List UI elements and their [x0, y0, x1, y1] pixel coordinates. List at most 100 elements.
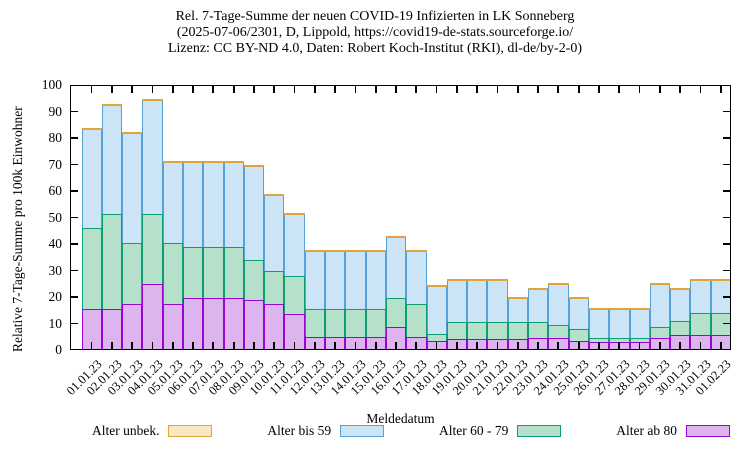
x-tick-mark [476, 85, 479, 93]
y-tick-mark [70, 243, 78, 245]
y-tick-label: 40 [48, 236, 63, 251]
y-tick-mark [70, 216, 78, 219]
x-tick-mark [577, 85, 580, 93]
x-tick-mark [598, 342, 600, 350]
x-tick-mark [374, 85, 377, 93]
bar-segment-alter-unbek-topline [710, 278, 731, 281]
bar-segment-alter-unbek-topline [304, 249, 326, 252]
legend-label-alter-bis-59: Alter bis 59 [267, 423, 332, 438]
y-tick-mark [723, 137, 731, 139]
bar-segment-alter-unbek-topline [649, 282, 671, 285]
y-tick-mark [70, 269, 78, 272]
bar-segment-alter-unbek-topline [446, 278, 468, 281]
x-tick-mark [354, 85, 357, 93]
plot-area [70, 85, 731, 350]
bar-segment-alter-unbek-topline [426, 285, 447, 288]
y-tick-mark [723, 216, 731, 219]
legend-swatch-alter-bis-59 [340, 425, 385, 437]
y-tick-label: 80 [48, 130, 63, 145]
x-tick-mark [232, 85, 235, 93]
x-tick-mark [395, 342, 397, 350]
chart-title: Rel. 7-Tage-Summe der neuen COVID-19 Inf… [0, 9, 750, 57]
bar-segment-alter-unbek-topline [264, 193, 285, 196]
x-tick-mark [415, 342, 418, 350]
y-tick-mark [70, 322, 78, 325]
x-tick-mark [151, 85, 154, 93]
legend-swatch-alter-unbek [168, 425, 213, 437]
y-tick-mark [70, 110, 78, 113]
x-tick-mark [171, 85, 174, 93]
x-tick-mark [192, 342, 194, 350]
bar-segment-alter-unbek-topline [690, 278, 711, 281]
x-tick-mark [374, 342, 377, 350]
bar-segment-alter-unbek-topline [325, 249, 346, 252]
x-tick-mark [273, 342, 276, 350]
x-tick-mark [110, 85, 113, 93]
legend-label-alter-60-79: Alter 60 - 79 [439, 423, 509, 438]
x-tick-mark [293, 342, 296, 350]
x-tick-mark [334, 85, 336, 93]
bar-segment-alter-unbek-topline [507, 297, 529, 300]
chart-title-line2: (2025-07-06/2301, D, Lippold, https://co… [176, 25, 574, 40]
y-tick-mark [70, 190, 78, 192]
x-tick-mark [354, 342, 357, 350]
y-tick-mark [70, 137, 78, 139]
x-tick-mark [577, 342, 580, 350]
x-tick-mark [334, 342, 336, 350]
x-tick-mark [415, 85, 418, 93]
x-tick-mark [598, 85, 600, 93]
x-tick-mark [171, 342, 174, 350]
x-tick-mark [516, 85, 519, 93]
bar-segment-alter-unbek-topline [487, 278, 508, 281]
x-tick-mark [131, 342, 134, 350]
x-tick-mark [192, 85, 194, 93]
x-tick-mark [90, 85, 93, 93]
y-tick-mark [723, 110, 731, 113]
bar-segment-alter-unbek-topline [345, 249, 366, 252]
bar-segment-alter-unbek-topline [203, 160, 224, 163]
x-tick-mark [618, 85, 621, 93]
legend-swatch-alter-60-79 [517, 425, 562, 437]
bar-segment-alter-unbek-topline [182, 160, 204, 163]
bar-segment-alter-unbek-topline [609, 307, 630, 310]
legend-item-alter-bis-59: Alter bis 59 [267, 423, 385, 439]
y-tick-label: 0 [55, 342, 62, 357]
x-tick-mark [455, 342, 458, 350]
legend-item-alter-ab-80: Alter ab 80 [616, 423, 730, 439]
x-tick-mark [719, 85, 722, 93]
bar-segment-alter-unbek-topline [588, 307, 610, 310]
x-tick-mark [455, 85, 458, 93]
bar-segment-alter-unbek-topline [101, 103, 123, 106]
bar-segment-alter-unbek-topline [162, 160, 183, 163]
x-tick-mark [516, 342, 519, 350]
bar-segment-alter-unbek-topline [629, 307, 650, 310]
x-tick-mark [496, 342, 499, 350]
y-tick-label: 100 [41, 77, 62, 92]
x-tick-mark [313, 85, 316, 93]
x-tick-mark [110, 342, 113, 350]
legend-label-alter-unbek: Alter unbek. [92, 423, 160, 438]
x-tick-mark [253, 85, 255, 93]
bar-segment-alter-unbek-topline [223, 160, 244, 163]
x-tick-mark [699, 342, 702, 350]
legend: Alter unbek. Alter bis 59 Alter 60 - 79 … [92, 423, 730, 439]
x-tick-mark [273, 85, 276, 93]
y-tick-label: 30 [48, 262, 63, 278]
bar-segment-alter-unbek-topline [81, 127, 102, 130]
bar-segment-alter-unbek-topline [385, 236, 407, 239]
chart-title-line3: Lizenz: CC BY-ND 4.0, Daten: Robert Koch… [167, 41, 583, 56]
y-tick-mark [70, 163, 78, 166]
bar-segment-alter-unbek-topline [243, 164, 265, 167]
x-tick-mark [395, 85, 397, 93]
x-tick-mark [638, 342, 641, 350]
y-tick-mark [723, 322, 731, 325]
y-tick-mark [723, 163, 731, 166]
y-tick-label: 70 [48, 156, 63, 172]
x-tick-mark [638, 85, 641, 93]
bar-segment-alter-unbek-topline [568, 297, 589, 300]
x-tick-mark [658, 85, 661, 93]
bar-segment-alter-ab-80 [142, 283, 163, 350]
x-tick-mark [212, 342, 215, 350]
legend-label-alter-ab-80: Alter ab 80 [616, 423, 677, 438]
bar-segment-alter-unbek-topline [365, 249, 386, 252]
